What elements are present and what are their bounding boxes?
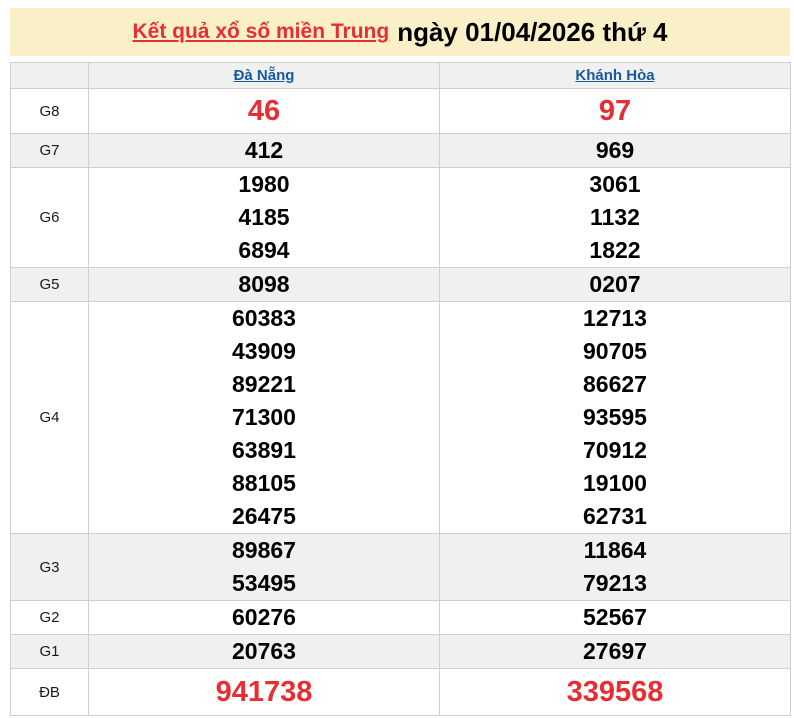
prize-label: G7 [10,133,89,168]
prize-values-cell: 339568 [439,668,791,716]
prize-number: 62731 [583,503,647,529]
prize-number: 71300 [232,404,296,430]
prize-row: G3 89867 53495 11864 79213 [10,533,791,601]
prize-row: G8 46 97 [10,88,791,134]
prize-number: 4185 [238,204,290,230]
prize-number: 27697 [583,638,647,664]
prize-values-cell: 60383 43909 89221 71300 63891 88105 26475 [88,301,440,534]
prize-values-cell: 3061 1132 1822 [439,167,791,268]
prize-row: G7 412 969 [10,133,791,168]
prize-number: 43909 [232,338,296,364]
prize-number: 52567 [583,604,647,630]
column-header-khanh-hoa: Khánh Hòa [439,62,791,89]
prize-number: 1132 [590,204,640,230]
prize-values-cell: 52567 [439,600,791,635]
prize-label: G5 [10,267,89,302]
prize-number: 88105 [232,470,296,496]
prize-number: 11864 [583,537,647,563]
prize-label: ĐB [10,668,89,716]
prize-number: 60276 [232,604,296,630]
prize-row: ĐB 941738 339568 [10,668,791,716]
prize-row: G2 60276 52567 [10,600,791,635]
province-link-khanh-hoa[interactable]: Khánh Hòa [575,66,655,84]
lottery-results-table: Đà Nẵng Khánh Hòa G8 46 97 G7 412 969 G6 1980 41… [10,62,791,716]
prize-values-cell: 60276 [88,600,440,635]
prize-values-cell: 0207 [439,267,791,302]
prize-row: G5 8098 0207 [10,267,791,302]
prize-label: G2 [10,600,89,635]
prize-number: 941738 [215,676,313,708]
prize-number: 20763 [232,638,296,664]
prize-number: 53495 [232,570,296,596]
prize-values-cell: 412 [88,133,440,168]
prize-values-cell: 941738 [88,668,440,716]
prize-label: G6 [10,167,89,268]
prize-number: 412 [244,137,284,163]
prize-values-cell: 8098 [88,267,440,302]
prize-number: 26475 [232,503,296,529]
page-title-banner: Kết quả xổ số miền Trung ngày 01/04/2026… [10,8,790,56]
prize-number: 46 [247,95,281,127]
prize-row: G6 1980 4185 6894 3061 1132 1822 [10,167,791,268]
prize-number: 969 [595,137,635,163]
prize-values-cell: 97 [439,88,791,134]
prize-number: 93595 [583,404,647,430]
prize-number: 0207 [589,271,641,297]
prize-number: 1822 [589,237,641,263]
prize-label: G8 [10,88,89,134]
prize-number: 97 [598,95,632,127]
draw-date-text: ngày 01/04/2026 thứ 4 [397,16,668,47]
prize-row: G1 20763 27697 [10,634,791,669]
prize-values-cell: 46 [88,88,440,134]
column-header-da-nang: Đà Nẵng [88,62,440,89]
prize-number: 63891 [232,437,296,463]
corner-cell [10,62,89,89]
prize-values-cell: 1980 4185 6894 [88,167,440,268]
table-header-row: Đà Nẵng Khánh Hòa [10,62,791,89]
prize-values-cell: 12713 90705 86627 93595 70912 19100 62731 [439,301,791,534]
prize-number: 12713 [583,305,647,331]
province-link-da-nang[interactable]: Đà Nẵng [233,66,295,84]
prize-values-cell: 27697 [439,634,791,669]
prize-number: 60383 [232,305,296,331]
prize-number: 90705 [583,338,647,364]
prize-values-cell: 11864 79213 [439,533,791,601]
prize-values-cell: 969 [439,133,791,168]
prize-label: G4 [10,301,89,534]
prize-number: 19100 [583,470,647,496]
prize-number: 79213 [583,570,647,596]
prize-number: 6894 [238,237,290,263]
prize-values-cell: 20763 [88,634,440,669]
prize-number: 89867 [232,537,296,563]
prize-label: G3 [10,533,89,601]
prize-number: 339568 [566,676,664,708]
prize-number: 3061 [589,171,641,197]
region-title-link[interactable]: Kết quả xổ số miền Trung [132,20,390,43]
prize-number: 70912 [583,437,647,463]
prize-values-cell: 89867 53495 [88,533,440,601]
prize-label: G1 [10,634,89,669]
prize-row: G4 60383 43909 89221 71300 63891 88105 26475 127… [10,301,791,534]
prize-number: 86627 [583,371,647,397]
prize-number: 8098 [238,271,290,297]
table-body: G8 46 97 G7 412 969 G6 1980 4185 6894 3061 1132 1822… [10,88,791,716]
prize-number: 1980 [238,171,290,197]
prize-number: 89221 [232,371,296,397]
